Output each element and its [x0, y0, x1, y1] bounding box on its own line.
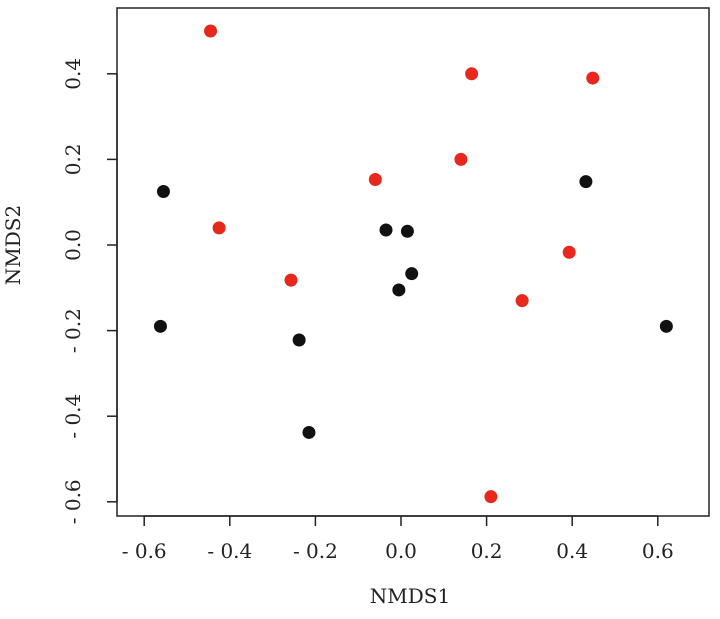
- y-tick-label: 0.4: [61, 58, 85, 90]
- black-point: [659, 319, 673, 333]
- x-tick-label: 0.2: [471, 539, 503, 563]
- x-tick-label: - 0.6: [122, 539, 167, 563]
- red-point: [562, 245, 576, 259]
- plot-frame: [116, 7, 710, 517]
- red-point: [284, 273, 298, 287]
- black-point: [156, 185, 170, 198]
- x-tick-label: 0.6: [642, 539, 674, 563]
- red-point: [586, 71, 600, 85]
- y-tick-label: - 0.4: [61, 394, 85, 439]
- black-point: [400, 224, 414, 238]
- black-point: [153, 319, 167, 333]
- red-point: [368, 173, 382, 187]
- red-point: [465, 67, 479, 81]
- data-points: [153, 24, 673, 504]
- y-tick-label: 0.2: [61, 143, 85, 175]
- black-point: [302, 425, 316, 439]
- black-point: [379, 223, 393, 237]
- x-tick-label: - 0.4: [207, 539, 252, 563]
- x-tick-label: - 0.2: [293, 539, 338, 563]
- black-point: [292, 333, 306, 347]
- red-point: [212, 221, 226, 235]
- red-point: [484, 490, 498, 504]
- x-tick-label: 0.0: [385, 539, 417, 563]
- y-axis-title: NMDS2: [1, 205, 25, 285]
- x-axis: - 0.6 - 0.4 - 0.2 0.0 0.2 0.4 0.6: [122, 515, 674, 563]
- black-point: [405, 267, 419, 281]
- red-point: [454, 152, 468, 166]
- black-point: [579, 175, 593, 189]
- x-axis-title: NMDS1: [370, 584, 450, 608]
- y-tick-label: - 0.6: [61, 479, 85, 524]
- red-point: [515, 294, 529, 308]
- y-tick-label: - 0.2: [61, 308, 85, 353]
- x-tick-label: 0.4: [556, 539, 588, 563]
- red-point: [204, 24, 218, 38]
- black-point: [392, 283, 406, 297]
- y-tick-label: 0.0: [61, 229, 85, 261]
- y-axis: - 0.6 - 0.4 - 0.2 0.0 0.2 0.4: [61, 58, 118, 524]
